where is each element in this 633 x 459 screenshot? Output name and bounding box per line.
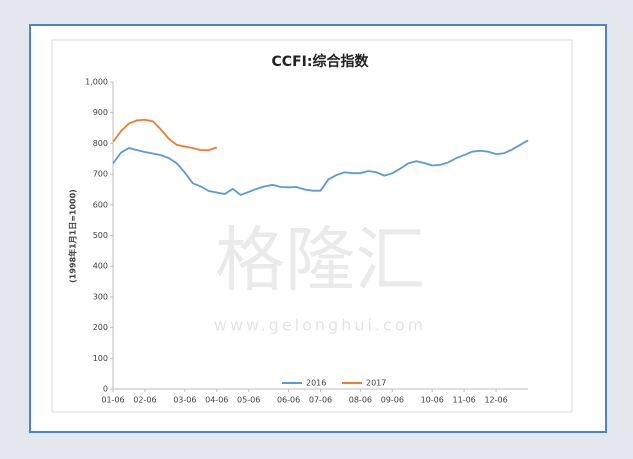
x-tick-label: 12-06 <box>484 396 507 405</box>
y-tick-label: 800 <box>93 139 108 148</box>
x-tick-label: 02-06 <box>133 396 156 405</box>
y-tick-label: 300 <box>93 292 108 301</box>
y-axis-label: (1998年1月1日=1000) <box>68 189 78 283</box>
watermark: 格隆汇 <box>215 219 425 301</box>
y-tick-label: 500 <box>93 231 108 240</box>
series-line <box>112 139 529 196</box>
x-tick-label: 08-06 <box>349 396 372 405</box>
y-tick-label: 1,000 <box>85 78 108 87</box>
y-tick-label: 900 <box>93 108 108 117</box>
x-tick-label: 10-06 <box>421 396 444 405</box>
x-tick-label: 06-06 <box>277 396 300 405</box>
x-tick-label: 09-06 <box>381 396 404 405</box>
y-tick-label: 400 <box>93 262 108 271</box>
y-tick-label: 200 <box>93 323 108 332</box>
x-tick-label: 05-06 <box>237 396 260 405</box>
x-tick-label: 04-06 <box>205 396 228 405</box>
watermark-url: www.gelonghui.com <box>214 316 426 335</box>
legend-label: 2016 <box>306 379 326 388</box>
y-tick-label: 700 <box>93 170 108 179</box>
chart-area <box>51 39 573 413</box>
y-tick-label: 100 <box>93 354 108 363</box>
x-tick-label: 11-06 <box>453 396 476 405</box>
x-tick-label: 01-06 <box>101 396 124 405</box>
y-tick-label: 0 <box>103 385 108 394</box>
legend-label: 2017 <box>366 379 386 388</box>
x-tick-label: 07-06 <box>309 396 332 405</box>
y-tick-label: 600 <box>93 200 108 209</box>
chart-title: CCFI:综合指数 <box>272 53 370 70</box>
x-tick-label: 03-06 <box>173 396 196 405</box>
series-line <box>112 118 218 152</box>
